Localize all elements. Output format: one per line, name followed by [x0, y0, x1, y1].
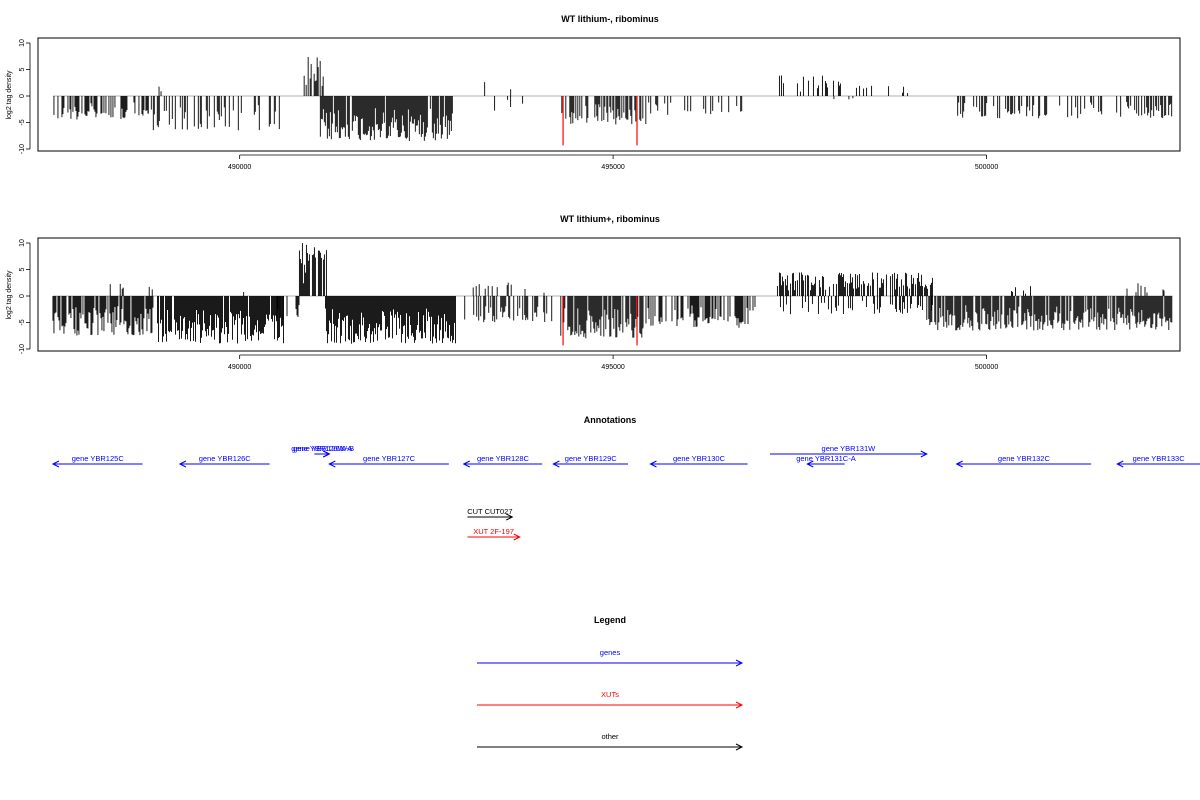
feature-label: gene YBR133C — [1133, 454, 1186, 463]
legend: Legend genes XUTs other — [477, 615, 744, 751]
y-tick-label: 10 — [19, 239, 26, 247]
y-axis: -10 -5 0 5 10 — [19, 39, 31, 154]
arrow-head — [462, 460, 470, 468]
feature-label: gene YBR126W-A — [291, 444, 352, 453]
legend-label: genes — [600, 648, 621, 657]
feature-genes: gene YBR128C — [462, 454, 543, 468]
feature-genes: gene YBR126C — [178, 454, 270, 468]
x-axis: 490000 495000 500000 — [228, 154, 998, 171]
legend-label: other — [601, 732, 619, 741]
legend-items: genes XUTs other — [477, 648, 744, 751]
feature-label: gene YBR127C — [363, 454, 416, 463]
feature-label: gene YBR126C — [199, 454, 252, 463]
legend-item: genes — [477, 648, 744, 667]
arrow-head — [506, 513, 514, 521]
feature-label: gene YBR132C — [998, 454, 1051, 463]
y-tick-label: 10 — [19, 39, 26, 47]
feature-other: CUT CUT027 — [467, 507, 514, 521]
arrow-head — [920, 450, 928, 458]
feature-label: CUT CUT027 — [467, 507, 512, 516]
feature-genes: gene YBR127C — [328, 454, 449, 468]
arrow-head — [955, 460, 963, 468]
feature-label: gene YBR131W — [822, 444, 877, 453]
feature-label: gene YBR129C — [565, 454, 618, 463]
feature-label: gene YBR131C-A — [796, 454, 855, 463]
x-tick-label: 490000 — [228, 364, 251, 371]
feature-genes: gene YBR126W-B — [293, 444, 354, 458]
arrow-head — [178, 460, 187, 468]
arrow-head — [51, 460, 60, 468]
y-tick-label: -10 — [19, 344, 26, 354]
feature-xuts: XUT 2F-197 — [467, 527, 521, 541]
y-axis: -10 -5 0 5 10 — [19, 239, 31, 354]
legend-title: Legend — [594, 615, 626, 625]
chart-title: WT lithium+, ribominus — [560, 214, 660, 224]
plot-frame — [37, 37, 1181, 152]
arrow-head — [323, 450, 331, 458]
arrow-head — [328, 460, 336, 468]
feature-genes: gene YBR132C — [955, 454, 1092, 468]
arrow-head — [513, 533, 521, 541]
arrow-head — [1116, 460, 1124, 468]
x-tick-label: 500000 — [975, 364, 998, 371]
feature-label: gene YBR125C — [72, 454, 125, 463]
density-bars — [52, 243, 1173, 344]
x-axis: 490000 495000 500000 — [228, 354, 998, 371]
annotations-track: Annotations gene YBR125C gene YBR126C gene… — [51, 415, 1200, 541]
arrow-head — [735, 743, 744, 751]
y-tick-label: -10 — [19, 144, 26, 154]
y-tick-label: 0 — [19, 94, 26, 98]
y-axis-label: log2 tag density — [6, 70, 13, 120]
feature-label: XUT 2F-197 — [473, 527, 514, 536]
plot-frame — [37, 237, 1181, 352]
legend-item: other — [477, 732, 744, 751]
feature-label: gene YBR126W-B — [293, 444, 354, 453]
x-tick-label: 490000 — [228, 164, 251, 171]
chart-panel-lithium-plus: WT lithium+, ribominus log2 tag density … — [6, 214, 1181, 371]
legend-item: XUTs — [477, 690, 744, 709]
y-tick-label: -5 — [19, 319, 26, 325]
arrow-head — [806, 460, 814, 468]
arrow-head — [735, 701, 744, 709]
feature-genes: gene YBR131C-A — [796, 454, 856, 468]
x-tick-label: 495000 — [601, 164, 624, 171]
highlight-marks — [562, 296, 638, 346]
density-bars — [53, 56, 1173, 142]
feature-genes: gene YBR131W — [769, 444, 928, 458]
y-tick-label: -5 — [19, 119, 26, 125]
x-tick-label: 495000 — [601, 364, 624, 371]
y-axis-label: log2 tag density — [6, 270, 13, 320]
feature-label: gene YBR130C — [673, 454, 726, 463]
y-tick-label: 0 — [19, 294, 26, 298]
legend-label: XUTs — [601, 690, 619, 699]
feature-label: gene YBR128C — [477, 454, 530, 463]
y-tick-label: 5 — [19, 67, 26, 71]
arrow-head — [649, 460, 657, 468]
chart-title: WT lithium-, ribominus — [561, 14, 659, 24]
feature-genes: gene YBR129C — [552, 454, 629, 468]
feature-genes: gene YBR130C — [649, 454, 748, 468]
highlight-marks — [562, 96, 638, 146]
annotations-title: Annotations — [584, 415, 637, 425]
y-tick-label: 5 — [19, 267, 26, 271]
x-tick-label: 500000 — [975, 164, 998, 171]
feature-genes: gene YBR133C — [1116, 454, 1200, 468]
arrow-head — [735, 659, 744, 667]
chart-panel-lithium-minus: WT lithium-, ribominus log2 tag density … — [6, 14, 1181, 171]
arrow-head — [552, 460, 560, 468]
feature-genes: gene YBR125C — [51, 454, 143, 468]
